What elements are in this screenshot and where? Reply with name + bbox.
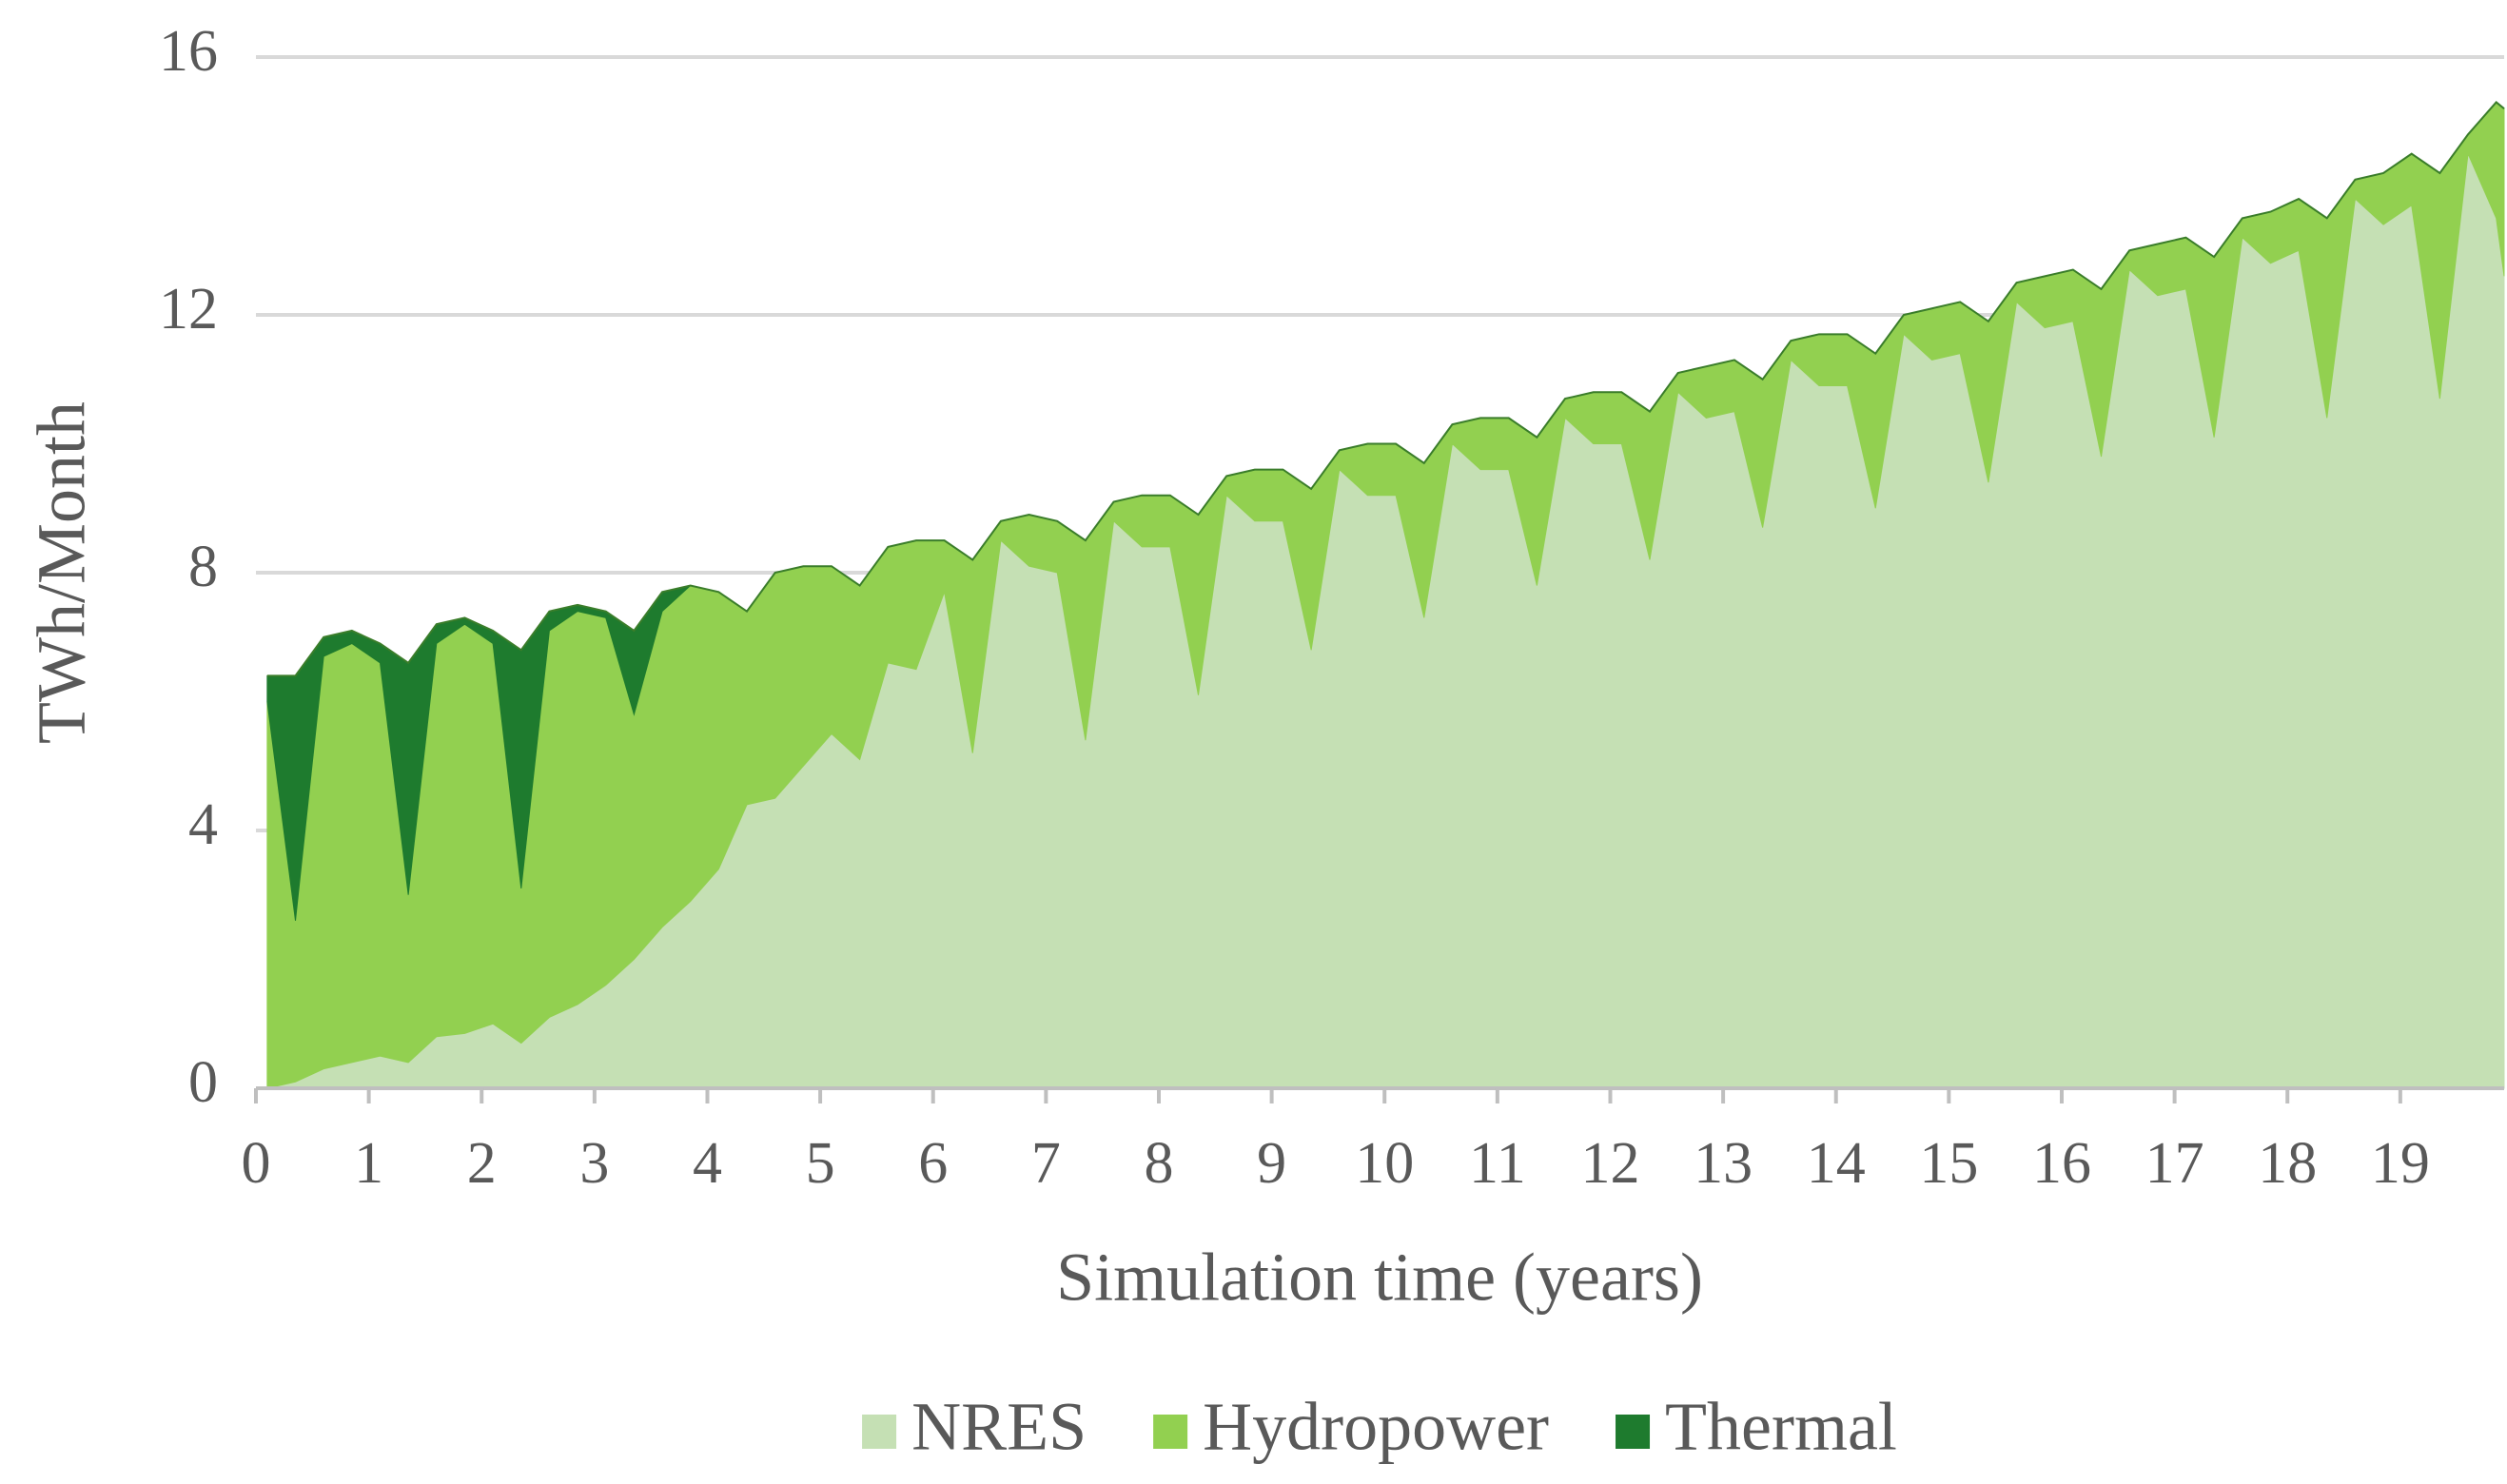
x-tick-label: 10 [1355,1131,1414,1196]
x-tick-label: 7 [1031,1131,1061,1196]
x-tick-label: 16 [2032,1131,2091,1196]
legend-swatch [1616,1415,1651,1449]
x-tick-label: 13 [1694,1131,1753,1196]
x-tick-label: 17 [2145,1131,2204,1196]
x-tick-label: 6 [918,1131,948,1196]
x-tick-label: 4 [693,1131,722,1196]
x-axis-title: Simulation time (years) [1056,1240,1703,1316]
x-tick-label: 8 [1144,1131,1173,1196]
x-tick-label: 14 [1807,1131,1866,1196]
x-tick-label: 11 [1469,1131,1526,1196]
legend-swatch [1153,1415,1188,1449]
legend-label: NRES [911,1389,1087,1465]
x-tick-label: 19 [2371,1131,2430,1196]
x-tick-label: 5 [806,1131,835,1196]
area-outline [266,101,2505,677]
x-tick-label: 3 [579,1131,609,1196]
x-tick-label: 12 [1580,1131,1639,1196]
y-tick-label: 0 [188,1050,218,1115]
y-tick-label: 8 [188,535,218,599]
y-tick-label: 4 [188,792,218,857]
y-axis-title: TWh/Month [24,401,100,744]
legend-label: Hydropower [1203,1389,1549,1465]
x-tick-label: 2 [467,1131,497,1196]
legend-label: Thermal [1665,1389,1897,1465]
x-tick-label: 1 [354,1131,383,1196]
legend-swatch [862,1415,897,1449]
x-tick-label: 0 [242,1131,271,1196]
y-tick-label: 16 [159,19,218,84]
y-tick-label: 12 [159,277,218,342]
x-tick-label: 18 [2258,1131,2317,1196]
x-tick-label: 15 [1919,1131,1978,1196]
x-tick-label: 9 [1257,1131,1286,1196]
